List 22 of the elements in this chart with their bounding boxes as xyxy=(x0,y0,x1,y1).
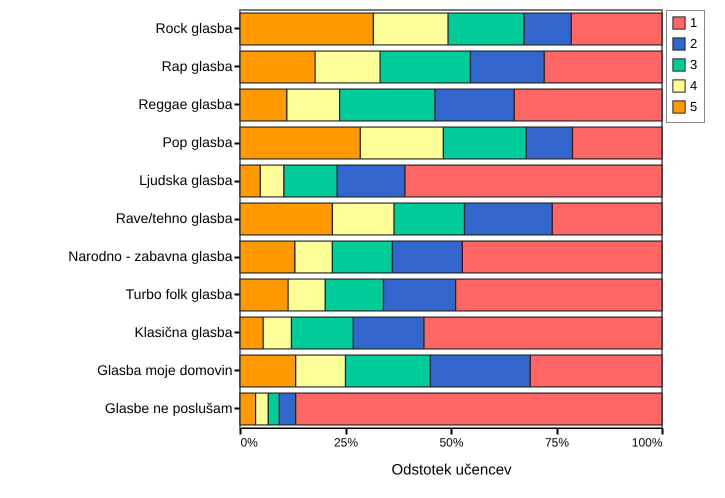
x-tick-label: 75% xyxy=(544,436,570,450)
y-tick-label: Glasbe ne poslušam xyxy=(104,400,232,416)
y-tick-label: Pop glasba xyxy=(162,134,233,150)
x-tick-label: 0% xyxy=(240,436,258,450)
x-tick-label: 100% xyxy=(632,436,663,450)
y-tick-label: Turbo folk glasba xyxy=(126,286,233,302)
y-tick-label: Narodno - zabavna glasba xyxy=(68,248,233,264)
y-tick-label: Ljudska glasba xyxy=(139,172,233,188)
x-tick-label: 25% xyxy=(334,436,358,450)
y-tick-label: Glasba moje domovin xyxy=(97,362,232,378)
x-tick-label: 50% xyxy=(439,436,464,450)
legend-label: 1 xyxy=(690,15,698,30)
y-tick-label: Reggae glasba xyxy=(138,96,233,112)
legend-label: 3 xyxy=(690,57,698,72)
y-tick-label: Klasična glasba xyxy=(134,324,233,340)
x-axis-title: Odstotek učencev xyxy=(391,462,512,478)
legend-label: 5 xyxy=(690,99,698,114)
legend-label: 2 xyxy=(690,36,698,51)
y-tick-label: Rock glasba xyxy=(155,20,233,36)
y-tick-label: Rave/tehno glasba xyxy=(116,210,233,226)
legend-label: 4 xyxy=(690,78,698,93)
y-tick-label: Rap glasba xyxy=(162,58,233,74)
